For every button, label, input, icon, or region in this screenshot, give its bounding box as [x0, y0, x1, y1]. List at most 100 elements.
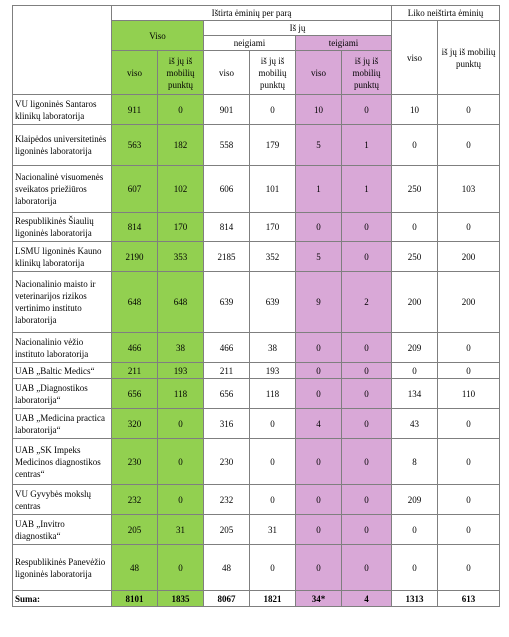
- positive-mobile-value: 0: [341, 484, 392, 515]
- table-row: VU Gyvybės mokslų centras 232 0 232 0 0 …: [12, 484, 500, 515]
- negative-all-value: 558: [203, 124, 250, 166]
- positive-mobile-value: 0: [341, 94, 392, 125]
- negative-mobile-value: 639: [249, 271, 296, 333]
- lab-name: LSMU ligoninės Kauno klinikų laboratorij…: [12, 241, 112, 272]
- header-positive-all: viso: [295, 50, 342, 95]
- table-row: UAB „SK Impeks Medicinos diagnostikos ce…: [12, 438, 500, 485]
- positive-mobile-value: 1: [341, 124, 392, 166]
- lab-name: Nacionalinė visuomenės sveikatos priežiū…: [12, 165, 112, 213]
- remaining-mobile-value: 0: [437, 124, 500, 166]
- total-mobile-value: 353: [157, 241, 204, 272]
- negative-all-value: 230: [203, 438, 250, 485]
- header-of-them: Iš jų: [203, 20, 392, 36]
- table-row: Klaipėdos universitetinės ligoninės labo…: [12, 124, 500, 166]
- remaining-all-value: 8: [391, 438, 438, 485]
- lab-name: Nacionalinio maisto ir veterinarijos riz…: [12, 271, 112, 333]
- remaining-mobile-value: 0: [437, 212, 500, 242]
- remaining-mobile-value: 0: [437, 514, 500, 545]
- total-all-value: 607: [111, 165, 158, 213]
- positive-mobile-value: 0: [341, 362, 392, 379]
- positive-all-value: 5: [295, 241, 342, 272]
- negative-mobile-value: 170: [249, 212, 296, 242]
- header-negative-all: viso: [203, 50, 250, 95]
- negative-all-value: 466: [203, 332, 250, 363]
- remaining-all-value: 43: [391, 408, 438, 439]
- total-mobile-value: 0: [157, 408, 204, 439]
- positive-mobile-value: 0: [341, 332, 392, 363]
- header-total-group: Viso: [111, 20, 204, 51]
- total-all-value: 2190: [111, 241, 158, 272]
- total-all-value: 48: [111, 544, 158, 591]
- negative-all-value: 316: [203, 408, 250, 439]
- lab-name: Klaipėdos universitetinės ligoninės labo…: [12, 124, 112, 166]
- total-all-value: 814: [111, 212, 158, 242]
- total-mobile-value: 31: [157, 514, 204, 545]
- lab-name: UAB „Medicina practica laboratorija“: [12, 408, 112, 439]
- negative-all-value: 814: [203, 212, 250, 242]
- remaining-mobile-value: 0: [437, 362, 500, 379]
- header-negative-mobile: iš jų iš mobilių punktų: [249, 50, 296, 95]
- positive-mobile-value: 0: [341, 378, 392, 409]
- negative-mobile-value: 0: [249, 484, 296, 515]
- remaining-all-value: 209: [391, 332, 438, 363]
- remaining-mobile-value: 0: [437, 438, 500, 485]
- negative-mobile-value: 0: [249, 94, 296, 125]
- remaining-mobile-value: 0: [437, 94, 500, 125]
- sum-remaining-all: 1313: [391, 590, 438, 607]
- negative-mobile-value: 31: [249, 514, 296, 545]
- header-tested: Ištirta ėminių per parą: [111, 5, 392, 21]
- total-mobile-value: 0: [157, 94, 204, 125]
- sum-negative-all: 8067: [203, 590, 250, 607]
- negative-mobile-value: 118: [249, 378, 296, 409]
- sum-remaining-mobile: 613: [437, 590, 500, 607]
- laboratory-samples-table: Ištirta ėminių per parą Liko neištirta ė…: [12, 5, 500, 607]
- positive-all-value: 5: [295, 124, 342, 166]
- table-row: Nacionalinio maisto ir veterinarijos riz…: [12, 271, 500, 333]
- positive-all-value: 0: [295, 378, 342, 409]
- remaining-all-value: 0: [391, 124, 438, 166]
- sum-total-all: 8101: [111, 590, 158, 607]
- header-positive-mobile: iš jų iš mobilių punktų: [341, 50, 392, 95]
- lab-name: UAB „Baltic Medics“: [12, 362, 112, 379]
- lab-name: UAB „Diagnostikos laboratorija“: [12, 378, 112, 409]
- total-all-value: 205: [111, 514, 158, 545]
- remaining-all-value: 0: [391, 544, 438, 591]
- total-all-value: 211: [111, 362, 158, 379]
- lab-name: VU Gyvybės mokslų centras: [12, 484, 112, 515]
- sum-negative-mobile: 1821: [249, 590, 296, 607]
- header-negative: neigiami: [203, 35, 296, 51]
- lab-name: UAB „Invitro diagnostika“: [12, 514, 112, 545]
- total-mobile-value: 0: [157, 484, 204, 515]
- total-mobile-value: 648: [157, 271, 204, 333]
- table-row: LSMU ligoninės Kauno klinikų laboratorij…: [12, 241, 500, 272]
- positive-mobile-value: 1: [341, 165, 392, 213]
- total-all-value: 656: [111, 378, 158, 409]
- total-mobile-value: 170: [157, 212, 204, 242]
- total-all-value: 230: [111, 438, 158, 485]
- table-row: VU ligoninės Santaros klinikų laboratori…: [12, 94, 500, 125]
- remaining-mobile-value: 103: [437, 165, 500, 213]
- positive-mobile-value: 0: [341, 544, 392, 591]
- negative-mobile-value: 0: [249, 544, 296, 591]
- header-positive: teigiami: [295, 35, 392, 51]
- remaining-mobile-value: 0: [437, 332, 500, 363]
- sum-positive-all: 34*: [295, 590, 342, 607]
- total-all-value: 563: [111, 124, 158, 166]
- positive-all-value: 4: [295, 408, 342, 439]
- negative-all-value: 205: [203, 514, 250, 545]
- negative-mobile-value: 38: [249, 332, 296, 363]
- sum-positive-mobile: 4: [341, 590, 392, 607]
- negative-all-value: 656: [203, 378, 250, 409]
- remaining-mobile-value: 200: [437, 241, 500, 272]
- positive-mobile-value: 0: [341, 241, 392, 272]
- remaining-mobile-value: 110: [437, 378, 500, 409]
- positive-all-value: 0: [295, 212, 342, 242]
- positive-mobile-value: 0: [341, 438, 392, 485]
- remaining-all-value: 10: [391, 94, 438, 125]
- remaining-all-value: 0: [391, 212, 438, 242]
- table-row: Nacionalinė visuomenės sveikatos priežiū…: [12, 165, 500, 213]
- negative-all-value: 606: [203, 165, 250, 213]
- table-row: Nacionalinio vėžio instituto laboratorij…: [12, 332, 500, 363]
- total-mobile-value: 118: [157, 378, 204, 409]
- lab-name: UAB „SK Impeks Medicinos diagnostikos ce…: [12, 438, 112, 485]
